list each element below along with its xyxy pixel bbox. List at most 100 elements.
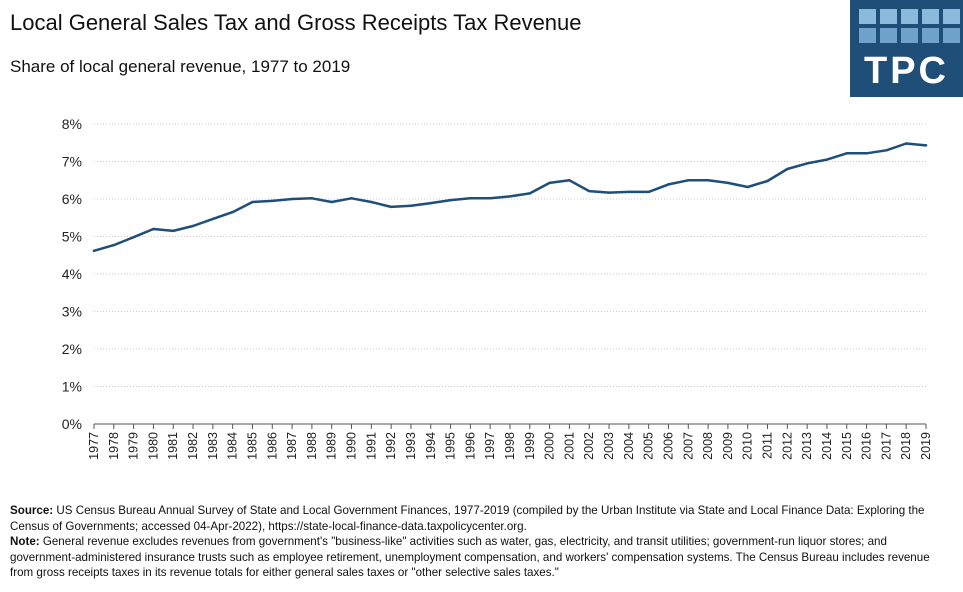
- y-tick-label: 4%: [62, 266, 82, 282]
- data-point: [607, 191, 611, 194]
- data-point: [627, 190, 631, 194]
- data-point: [449, 198, 452, 202]
- x-tick-label: 2008: [701, 432, 715, 460]
- y-tick-label: 5%: [62, 229, 82, 245]
- x-tick-label: 1999: [523, 432, 537, 460]
- x-tick-label: 2001: [562, 432, 576, 460]
- x-tick-label: 1980: [146, 432, 160, 460]
- x-tick-label: 1992: [384, 432, 398, 460]
- data-point: [469, 197, 472, 200]
- data-point: [706, 179, 710, 182]
- source-text: US Census Bureau Annual Survey of State …: [10, 504, 925, 533]
- data-point: [112, 243, 116, 247]
- data-point: [152, 227, 155, 231]
- data-point: [132, 236, 135, 239]
- x-tick-label: 2018: [899, 432, 913, 460]
- data-point: [845, 152, 848, 155]
- data-point: [805, 162, 809, 165]
- data-point: [211, 217, 215, 221]
- x-tick-label: 2010: [741, 432, 755, 460]
- data-point: [904, 142, 908, 145]
- x-tick-label: 1981: [166, 432, 180, 460]
- x-tick-label: 1983: [206, 432, 220, 460]
- data-point: [726, 181, 730, 185]
- x-tick-label: 1996: [463, 432, 477, 460]
- x-tick-label: 1990: [345, 432, 359, 460]
- data-point: [687, 179, 690, 182]
- data-point: [588, 189, 591, 193]
- chart-subtitle: Share of local general revenue, 1977 to …: [10, 57, 351, 76]
- data-point: [548, 181, 551, 185]
- y-tick-label: 3%: [62, 304, 82, 320]
- data-point: [370, 200, 373, 204]
- x-tick-label: 1985: [245, 432, 259, 460]
- data-point: [766, 179, 769, 183]
- x-tick-label: 1984: [226, 432, 240, 460]
- x-tick-label: 2016: [860, 432, 874, 460]
- x-tick-label: 1995: [444, 432, 458, 460]
- x-tick-label: 1997: [483, 432, 497, 460]
- x-tick-label: 1993: [404, 432, 418, 460]
- x-tick-label: 1991: [364, 432, 378, 460]
- logo-text: TPC: [864, 50, 949, 92]
- data-point: [231, 210, 234, 214]
- y-tick-label: 0%: [62, 416, 82, 432]
- data-point: [191, 224, 195, 228]
- x-tick-label: 1979: [127, 432, 141, 460]
- y-tick-label: 6%: [62, 191, 82, 207]
- x-tick-label: 1987: [285, 432, 299, 460]
- data-point: [409, 204, 413, 207]
- data-point: [488, 197, 492, 200]
- x-tick-label: 2014: [820, 432, 834, 460]
- y-tick-label: 2%: [62, 341, 82, 357]
- data-point: [92, 249, 96, 252]
- chart-notes: Source: US Census Bureau Annual Survey o…: [10, 503, 945, 581]
- x-tick-label: 2009: [721, 432, 735, 460]
- x-tick-label: 1998: [503, 432, 517, 460]
- tpc-logo: TPC: [850, 0, 963, 97]
- x-tick-label: 2005: [642, 432, 656, 460]
- y-tick-label: 8%: [62, 116, 82, 132]
- data-point: [528, 192, 532, 195]
- y-tick-label: 7%: [62, 154, 82, 170]
- data-point: [172, 229, 175, 233]
- data-point: [885, 149, 888, 152]
- data-point: [508, 195, 512, 198]
- data-point: [251, 200, 254, 204]
- data-point: [330, 200, 333, 204]
- x-tick-label: 1986: [265, 432, 279, 460]
- data-point: [746, 185, 749, 189]
- x-tick-label: 2003: [602, 432, 616, 460]
- data-point: [389, 205, 393, 209]
- chart-title: Local General Sales Tax and Gross Receip…: [10, 10, 582, 35]
- note-text: General revenue excludes revenues from g…: [10, 535, 930, 579]
- data-point: [290, 197, 294, 201]
- x-tick-label: 2013: [800, 432, 814, 460]
- x-tick-label: 2011: [761, 432, 775, 459]
- source-label: Source:: [10, 504, 54, 517]
- x-tick-label: 2017: [879, 432, 893, 460]
- x-tick-label: 1988: [305, 432, 319, 460]
- data-point: [865, 152, 868, 155]
- data-point: [310, 197, 314, 200]
- x-tick-label: 1977: [87, 432, 101, 460]
- x-tick-label: 2000: [543, 432, 557, 460]
- data-point: [924, 144, 928, 147]
- data-point: [647, 190, 650, 194]
- x-tick-label: 2019: [919, 432, 933, 460]
- y-tick-label: 1%: [62, 379, 82, 395]
- line-chart: 0% 1% 2% 3% 4% 5% 6% 7% 8% 1977 1978 1979 1980 1981 19…: [62, 116, 933, 460]
- x-tick-label: 2015: [840, 432, 854, 460]
- x-tick-label: 2012: [780, 432, 794, 460]
- x-tick-label: 2007: [681, 432, 695, 460]
- data-point: [667, 183, 670, 186]
- x-tick-label: 1982: [186, 432, 200, 460]
- data-point: [568, 179, 571, 182]
- data-point: [825, 158, 829, 161]
- data-point: [271, 199, 274, 203]
- x-tick-label: 2002: [582, 432, 596, 460]
- x-tick-label: 2004: [622, 432, 636, 460]
- data-point: [786, 167, 789, 171]
- note-label: Note:: [10, 535, 40, 548]
- x-tick-label: 2006: [661, 432, 675, 460]
